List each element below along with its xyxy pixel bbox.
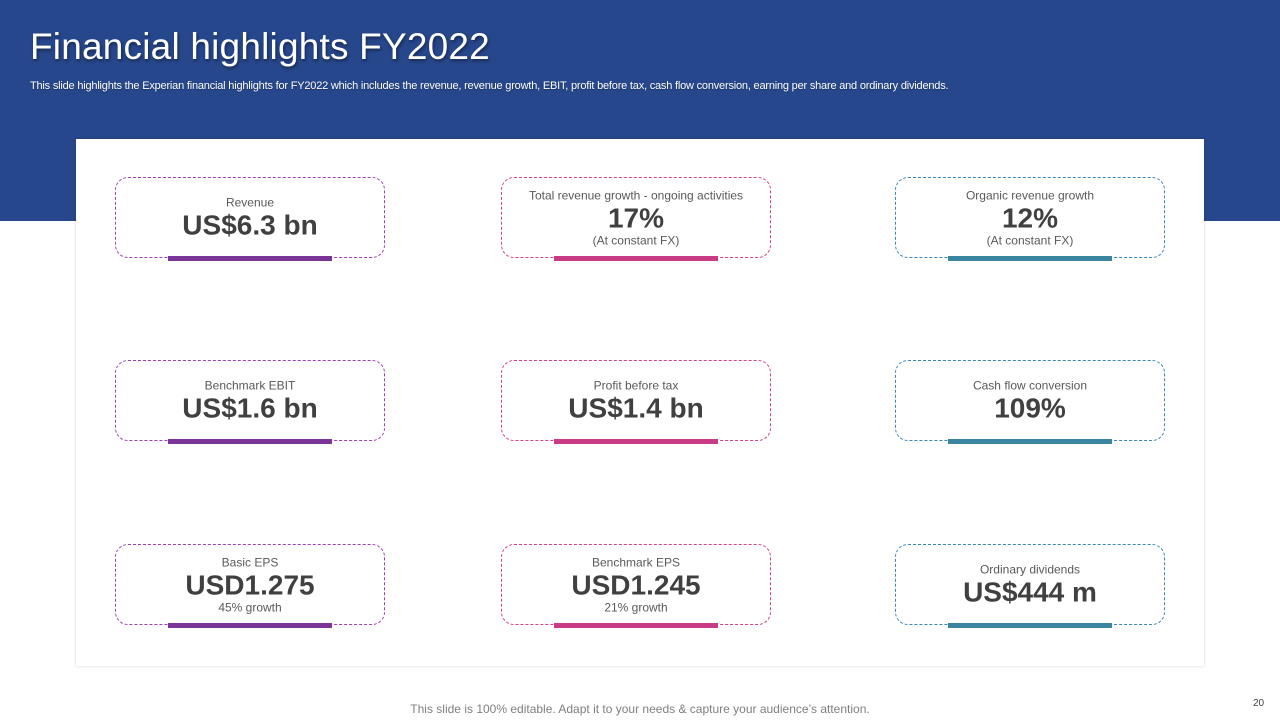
accent-bar (948, 256, 1112, 261)
card-label: Organic revenue growth (965, 188, 1095, 202)
card-label: Cash flow conversion (972, 378, 1088, 392)
slide-subtitle: This slide highlights the Experian finan… (30, 80, 949, 92)
card-value: US$6.3 bn (182, 209, 318, 240)
revenue-growth-card: Total revenue growth - ongoing activitie… (501, 177, 771, 261)
accent-bar (168, 439, 332, 444)
revenue-card: Revenue US$6.3 bn (115, 177, 385, 261)
card-value: US$1.6 bn (182, 392, 318, 423)
card-note: 45% growth (218, 600, 282, 614)
accent-bar (948, 439, 1112, 444)
page-number: 20 (1253, 698, 1265, 709)
accent-bar (554, 623, 718, 628)
card-note: (At constant FX) (986, 233, 1074, 247)
organic-growth-card: Organic revenue growth 12% (At constant … (895, 177, 1165, 261)
card-value: US$444 m (963, 576, 1097, 607)
footer-note: This slide is 100% editable. Adapt it to… (410, 702, 870, 716)
card-label: Benchmark EBIT (204, 378, 296, 392)
profit-before-tax-card: Profit before tax US$1.4 bn (501, 360, 771, 444)
card-value: USD1.245 (571, 569, 701, 600)
basic-eps-card: Basic EPS USD1.275 45% growth (115, 544, 385, 628)
card-value: 12% (1001, 202, 1059, 233)
card-note: (At constant FX) (592, 233, 680, 247)
accent-bar (554, 256, 718, 261)
card-label: Benchmark EPS (591, 555, 681, 569)
slide-title: Financial highlights FY2022 (30, 26, 490, 67)
accent-bar (948, 623, 1112, 628)
card-label: Ordinary dividends (979, 562, 1081, 576)
accent-bar (168, 623, 332, 628)
ebit-card: Benchmark EBIT US$1.6 bn (115, 360, 385, 444)
cash-flow-card: Cash flow conversion 109% (895, 360, 1165, 444)
dividends-card: Ordinary dividends US$444 m (895, 544, 1165, 628)
card-label: Total revenue growth - ongoing activitie… (528, 188, 744, 202)
card-label: Basic EPS (221, 555, 279, 569)
card-value: 17% (607, 202, 665, 233)
benchmark-eps-card: Benchmark EPS USD1.245 21% growth (501, 544, 771, 628)
card-value: US$1.4 bn (568, 392, 704, 423)
card-value: 109% (994, 392, 1066, 423)
card-label: Profit before tax (593, 378, 679, 392)
card-value: USD1.275 (185, 569, 315, 600)
card-note: 21% growth (604, 600, 668, 614)
accent-bar (168, 256, 332, 261)
card-label: Revenue (225, 195, 275, 209)
accent-bar (554, 439, 718, 444)
